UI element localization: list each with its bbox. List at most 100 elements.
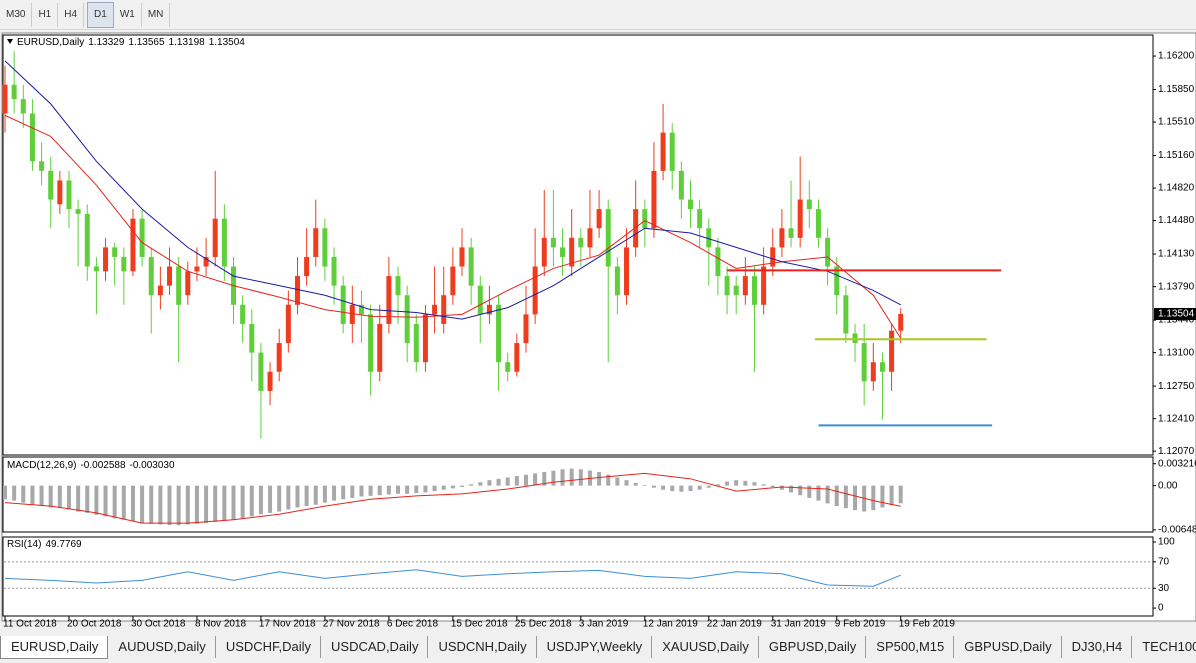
candle-body [560, 247, 566, 257]
timeframe-button[interactable]: H4 [58, 2, 85, 27]
timeframe-button[interactable]: D1 [87, 1, 114, 28]
candle-body [66, 180, 72, 210]
macd-bar [624, 480, 629, 486]
candle-body [322, 228, 328, 267]
chart-tab[interactable]: USDCAD,Daily [321, 636, 429, 658]
macd-bar [158, 485, 163, 525]
chart-tab[interactable]: EURUSD,Daily [0, 636, 109, 659]
candle-body [48, 170, 54, 200]
ohlc-value: 1.13198 [169, 37, 206, 48]
timeframe-button[interactable]: MN [142, 2, 171, 27]
macd-bar [450, 485, 455, 489]
candle-body [386, 276, 392, 324]
macd-bar [706, 485, 711, 488]
x-tick-label: 25 Dec 2018 [515, 619, 572, 630]
macd-bar [834, 485, 839, 507]
macd-bar [359, 485, 364, 497]
macd-bar [715, 484, 720, 486]
candle-body [806, 199, 812, 210]
macd-bar [295, 485, 300, 508]
chart-tab[interactable]: AUDUSD,Daily [108, 636, 216, 658]
candle-body [815, 209, 821, 238]
y-tick-label: 1.13100 [1158, 347, 1195, 358]
x-tick-label: 11 Oct 2018 [3, 619, 57, 630]
chart-frame [1, 32, 1196, 622]
chart-tab[interactable]: USDJPY,Weekly [537, 636, 653, 658]
macd-bar [368, 485, 373, 496]
ohlc-value: 1.13329 [88, 37, 125, 48]
x-tick-label: 30 Oct 2018 [131, 619, 186, 630]
x-tick-label: 3 Jan 2019 [579, 619, 629, 630]
candle-body [870, 362, 876, 382]
candle-body [185, 271, 191, 296]
chart-window: EURUSD,Daily 1.13329 1.13565 1.13198 1.13504… [1, 32, 1196, 630]
macd-bar [204, 485, 209, 524]
ohlc-value: 1.13565 [128, 37, 165, 48]
candle-body [422, 314, 428, 363]
macd-bar [880, 485, 885, 508]
macd-bar [889, 485, 894, 506]
timeframe-toolbar: M30 H1 H4 D1 W1 MN [0, 0, 1196, 30]
timeframe-button[interactable]: H1 [32, 2, 59, 27]
chart-tab[interactable]: SP500,M15 [866, 636, 955, 658]
chart-tab[interactable]: GBPUSD,Daily [954, 636, 1062, 658]
y-tick-label: 1.14130 [1158, 249, 1195, 260]
macd-bar [76, 485, 81, 512]
timeframe-button[interactable]: M30 [0, 2, 33, 27]
macd-bar [551, 470, 556, 486]
indicator-title: RSI(14) [7, 539, 41, 550]
chart-tab[interactable]: XAUUSD,Daily [652, 636, 759, 658]
macd-bar [432, 485, 437, 492]
chart-tab[interactable]: USDCNH,Daily [428, 636, 537, 658]
ohlc-value: 1.13504 [209, 37, 246, 48]
macd-bar [697, 485, 702, 490]
macd-bar [560, 469, 565, 486]
chart-tab[interactable]: TECH100 [1132, 636, 1196, 658]
candle-body [550, 237, 556, 248]
chart-tab[interactable]: USDCHF,Daily [216, 636, 322, 658]
macd-bar [734, 480, 739, 486]
macd-bar [414, 485, 419, 494]
candle-body [486, 304, 492, 315]
macd-bar [441, 485, 446, 490]
y-tick-label: 0.003216 [1158, 458, 1196, 469]
rsi-value: 49.7769 [45, 539, 82, 550]
macd-bar [39, 485, 44, 507]
y-tick-label: 100 [1158, 537, 1175, 548]
candle-body [898, 313, 904, 331]
macd-bar [130, 485, 135, 522]
candle-body [313, 228, 319, 257]
candle-body [779, 228, 785, 248]
candle-body [706, 228, 712, 248]
macd-bar [377, 485, 382, 496]
candle-body [761, 266, 767, 305]
macd-bar [523, 474, 528, 486]
macd-bar [57, 485, 62, 509]
x-tick-label: 8 Nov 2018 [195, 619, 247, 630]
timeframe-button[interactable]: W1 [114, 2, 142, 27]
candle-body [669, 132, 675, 171]
candle-body [541, 237, 547, 267]
macd-bar [350, 485, 355, 498]
candle-body [724, 276, 730, 296]
chart-tab[interactable]: DJ30,H4 [1062, 636, 1133, 658]
candle-body [633, 209, 639, 248]
macd-bar [185, 485, 190, 525]
x-tick-label: 17 Nov 2018 [259, 619, 316, 630]
macd-bar [542, 472, 547, 486]
macd-bar [533, 473, 538, 486]
macd-bar [405, 485, 410, 494]
macd-bar [249, 485, 254, 517]
candle-body [130, 218, 136, 272]
chart-tab[interactable]: GBPUSD,Daily [759, 636, 867, 658]
macd-bar [578, 469, 583, 486]
macd-bar [670, 485, 675, 492]
macd-value: -0.002588 [80, 460, 125, 471]
y-tick-label: 1.15510 [1158, 117, 1195, 128]
macd-bar [3, 485, 7, 500]
candle-body [596, 209, 602, 229]
x-tick-label: 12 Jan 2019 [643, 619, 698, 630]
moving-average [4, 114, 902, 339]
macd-bar [121, 485, 126, 520]
y-tick-label: 1.14820 [1158, 183, 1195, 194]
